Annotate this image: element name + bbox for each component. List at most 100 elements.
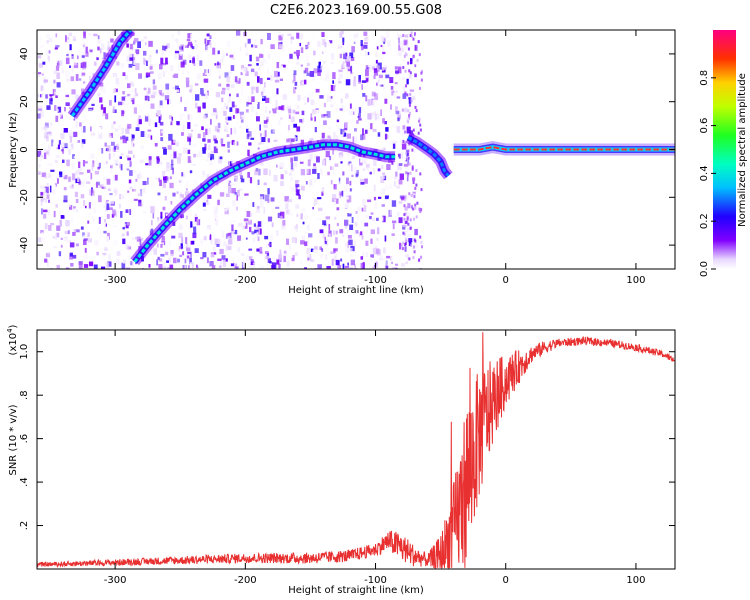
noise-speck bbox=[325, 73, 329, 79]
noise-speck bbox=[362, 198, 366, 206]
noise-speck bbox=[165, 83, 170, 90]
noise-speck bbox=[120, 164, 123, 171]
noise-speck bbox=[39, 36, 42, 40]
noise-speck bbox=[37, 111, 42, 114]
noise-speck bbox=[106, 161, 108, 164]
noise-speck bbox=[263, 168, 268, 175]
noise-speck bbox=[237, 208, 240, 216]
noise-speck bbox=[264, 106, 267, 113]
noise-speck bbox=[171, 159, 174, 166]
noise-speck bbox=[103, 205, 106, 209]
noise-speck bbox=[349, 60, 353, 66]
noise-speck bbox=[367, 113, 372, 120]
spectrogram-ylabel: Frequency (Hz) bbox=[8, 112, 19, 188]
noise-speck bbox=[418, 207, 421, 211]
noise-speck bbox=[393, 161, 398, 164]
y-tick-label: 1.0 bbox=[19, 344, 30, 360]
noise-speck bbox=[76, 86, 79, 91]
noise-speck bbox=[103, 163, 108, 170]
noise-speck bbox=[296, 126, 301, 132]
noise-speck bbox=[339, 32, 343, 38]
noise-speck bbox=[403, 164, 409, 167]
noise-speck bbox=[150, 91, 153, 97]
noise-speck bbox=[323, 152, 326, 155]
noise-speck bbox=[111, 248, 114, 254]
noise-speck bbox=[218, 239, 221, 245]
noise-speck bbox=[69, 185, 74, 189]
noise-speck bbox=[193, 128, 197, 133]
noise-speck bbox=[174, 53, 178, 60]
noise-speck bbox=[231, 224, 234, 232]
noise-speck bbox=[375, 51, 378, 57]
noise-speck bbox=[301, 110, 305, 116]
noise-speck bbox=[411, 35, 414, 39]
noise-speck bbox=[40, 155, 43, 162]
noise-speck bbox=[76, 136, 79, 143]
noise-speck bbox=[106, 236, 109, 243]
noise-speck bbox=[221, 97, 224, 103]
noise-speck bbox=[367, 163, 372, 169]
noise-speck bbox=[109, 168, 112, 173]
noise-speck bbox=[43, 199, 46, 203]
noise-speck bbox=[237, 235, 241, 241]
noise-speck bbox=[159, 121, 164, 126]
noise-speck bbox=[124, 223, 126, 229]
noise-speck bbox=[59, 219, 62, 227]
noise-speck bbox=[48, 234, 53, 239]
noise-speck bbox=[119, 162, 121, 169]
noise-speck bbox=[202, 170, 205, 175]
noise-speck bbox=[406, 43, 409, 49]
noise-speck bbox=[340, 47, 345, 54]
noise-speck bbox=[415, 169, 418, 172]
noise-speck bbox=[116, 61, 120, 66]
noise-speck bbox=[132, 97, 135, 105]
noise-speck bbox=[41, 149, 44, 154]
spectrogram-xlabel: Height of straight line (km) bbox=[288, 285, 424, 296]
noise-speck bbox=[132, 94, 137, 98]
noise-speck bbox=[189, 60, 192, 63]
noise-speck bbox=[296, 58, 300, 64]
noise-speck bbox=[159, 179, 162, 186]
noise-speck bbox=[127, 81, 131, 84]
noise-speck bbox=[145, 72, 151, 78]
noise-speck bbox=[361, 44, 364, 51]
noise-speck bbox=[288, 166, 292, 170]
noise-speck bbox=[376, 217, 379, 221]
noise-speck bbox=[121, 111, 125, 114]
noise-speck bbox=[65, 219, 70, 227]
noise-speck bbox=[307, 175, 311, 179]
noise-speck bbox=[370, 112, 373, 120]
noise-speck bbox=[343, 185, 348, 193]
noise-speck bbox=[237, 247, 240, 253]
noise-speck bbox=[146, 90, 150, 98]
noise-speck bbox=[408, 69, 411, 73]
noise-speck bbox=[97, 35, 100, 40]
noise-speck bbox=[282, 184, 287, 187]
noise-speck bbox=[272, 113, 275, 117]
noise-speck bbox=[360, 157, 363, 163]
noise-speck bbox=[55, 159, 58, 163]
noise-speck bbox=[202, 72, 208, 76]
noise-speck bbox=[374, 93, 379, 101]
noise-speck bbox=[254, 39, 257, 43]
noise-speck bbox=[46, 105, 51, 110]
noise-speck bbox=[219, 72, 223, 78]
noise-speck bbox=[388, 189, 393, 195]
noise-speck bbox=[321, 191, 324, 196]
noise-speck bbox=[401, 247, 404, 251]
noise-speck bbox=[384, 235, 387, 242]
noise-speck bbox=[200, 238, 204, 244]
noise-speck bbox=[53, 184, 57, 191]
noise-speck bbox=[187, 156, 192, 163]
noise-speck bbox=[411, 148, 414, 152]
noise-speck bbox=[41, 208, 43, 215]
snr-xlabel: Height of straight line (km) bbox=[288, 585, 424, 596]
noise-speck bbox=[219, 50, 224, 56]
noise-speck bbox=[412, 256, 415, 260]
noise-speck bbox=[159, 92, 162, 96]
noise-speck bbox=[179, 179, 183, 186]
noise-speck bbox=[125, 136, 129, 141]
noise-speck bbox=[330, 166, 332, 170]
noise-speck bbox=[335, 87, 339, 91]
